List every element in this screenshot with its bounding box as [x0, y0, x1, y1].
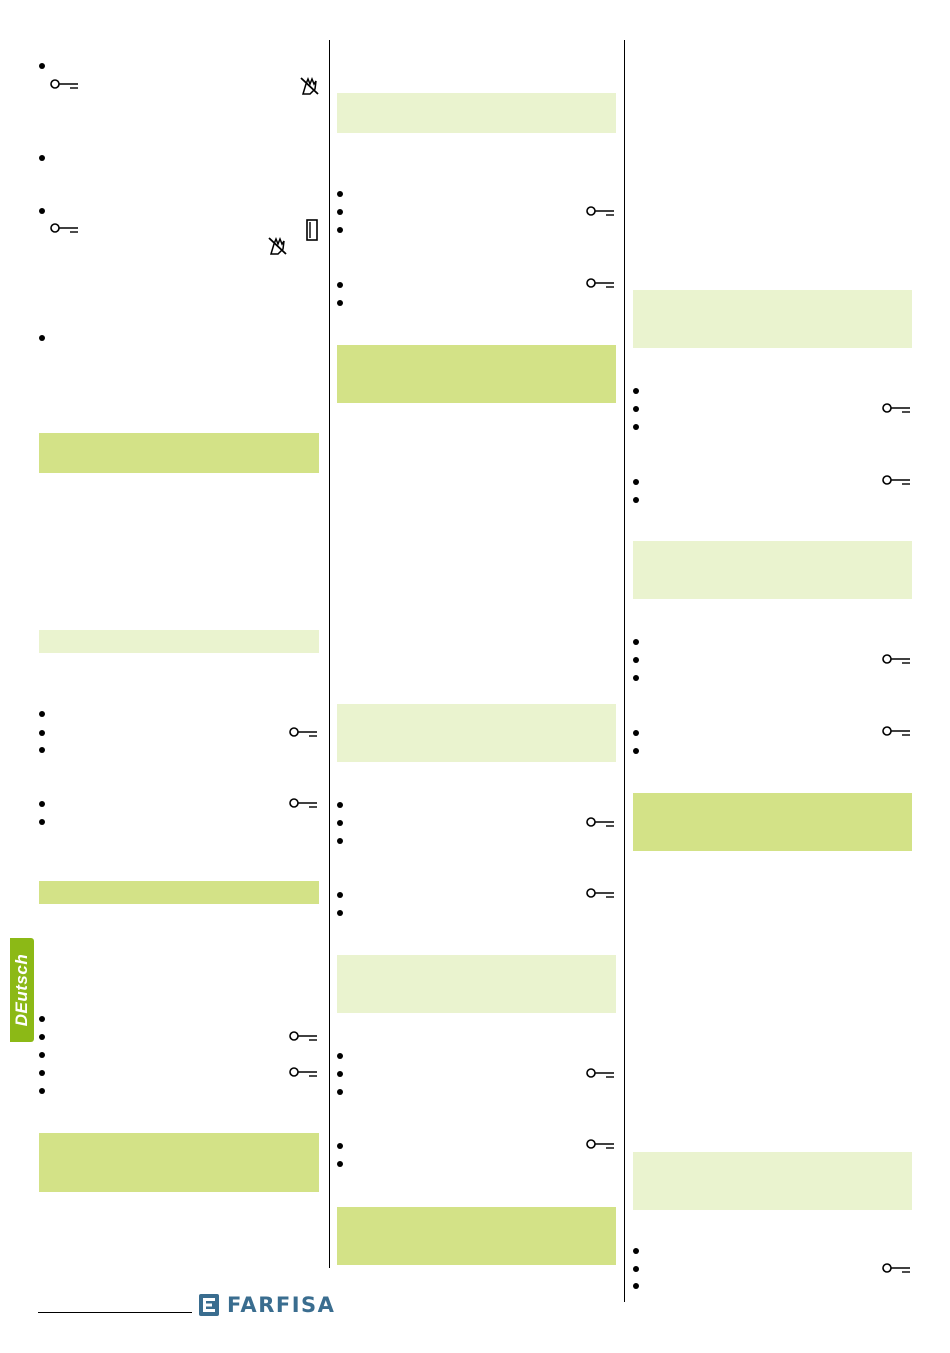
bullet-dot — [39, 208, 45, 214]
bullet-dot — [39, 1034, 45, 1040]
bullet-dot — [39, 819, 45, 825]
section-header-band — [39, 1133, 319, 1192]
bullet-dot — [39, 1070, 45, 1076]
section-header-band — [337, 955, 616, 1013]
key-icon — [50, 79, 78, 89]
bullet-dot — [633, 406, 639, 412]
bullet-dot — [337, 1161, 343, 1167]
language-tab-label: DEutsch — [12, 953, 31, 1027]
bullet-dot — [39, 63, 45, 69]
bullet-dot — [39, 335, 45, 341]
key-icon — [882, 726, 910, 736]
key-icon — [586, 1068, 614, 1078]
bullet-dot — [337, 191, 343, 197]
key-icon — [586, 888, 614, 898]
section-header-band — [337, 93, 616, 133]
door-icon — [306, 219, 318, 241]
column-divider-left — [329, 40, 330, 1268]
key-icon — [882, 654, 910, 664]
brand-logo: FARFISA — [199, 1294, 335, 1316]
bullet-dot — [337, 209, 343, 215]
key-icon — [586, 817, 614, 827]
key-icon — [289, 727, 317, 737]
bullet-dot — [337, 1143, 343, 1149]
section-header-band — [633, 541, 912, 599]
hand-muted-icon — [300, 76, 319, 95]
key-icon — [882, 403, 910, 413]
brand-name: FARFISA — [227, 1293, 336, 1317]
key-icon — [289, 1031, 317, 1041]
bullet-dot — [633, 1248, 639, 1254]
bullet-dot — [39, 711, 45, 717]
bullet-dot — [633, 424, 639, 430]
section-header-band — [633, 290, 912, 348]
bullet-dot — [337, 300, 343, 306]
bullet-dot — [337, 910, 343, 916]
bullet-dot — [337, 892, 343, 898]
bullet-dot — [39, 155, 45, 161]
section-header-band — [39, 630, 319, 653]
bullet-dot — [39, 747, 45, 753]
bullet-dot — [633, 639, 639, 645]
section-header-band — [337, 1207, 616, 1265]
key-icon — [289, 1067, 317, 1077]
bullet-dot — [39, 1088, 45, 1094]
bullet-dot — [39, 801, 45, 807]
bullet-dot — [39, 1016, 45, 1022]
column-divider-right — [624, 40, 625, 1302]
section-header-band — [337, 345, 616, 403]
bullet-dot — [337, 227, 343, 233]
key-icon — [586, 278, 614, 288]
bullet-dot — [337, 282, 343, 288]
bullet-dot — [337, 1053, 343, 1059]
bullet-dot — [633, 675, 639, 681]
bullet-dot — [39, 1052, 45, 1058]
bullet-dot — [633, 497, 639, 503]
bullet-dot — [633, 1266, 639, 1272]
section-header-band — [633, 1152, 912, 1210]
hand-muted-icon — [268, 236, 287, 255]
key-icon — [289, 798, 317, 808]
bullet-dot — [337, 1089, 343, 1095]
bullet-dot — [39, 730, 45, 736]
section-header-band — [633, 793, 912, 851]
key-icon — [586, 1139, 614, 1149]
bullet-dot — [337, 1071, 343, 1077]
language-tab: DEutsch — [10, 938, 34, 1042]
key-icon — [586, 206, 614, 216]
brand-mark-icon — [199, 1294, 219, 1316]
bullet-dot — [633, 730, 639, 736]
bullet-dot — [337, 820, 343, 826]
footer-rule — [38, 1312, 192, 1313]
bullet-dot — [337, 838, 343, 844]
bullet-dot — [633, 479, 639, 485]
bullet-dot — [633, 748, 639, 754]
bullet-dot — [633, 1283, 639, 1289]
bullet-dot — [633, 388, 639, 394]
section-header-band — [39, 433, 319, 473]
key-icon — [882, 1263, 910, 1273]
section-header-band — [39, 881, 319, 904]
bullet-dot — [337, 802, 343, 808]
section-header-band — [337, 704, 616, 762]
key-icon — [50, 223, 78, 233]
key-icon — [882, 475, 910, 485]
bullet-dot — [633, 657, 639, 663]
